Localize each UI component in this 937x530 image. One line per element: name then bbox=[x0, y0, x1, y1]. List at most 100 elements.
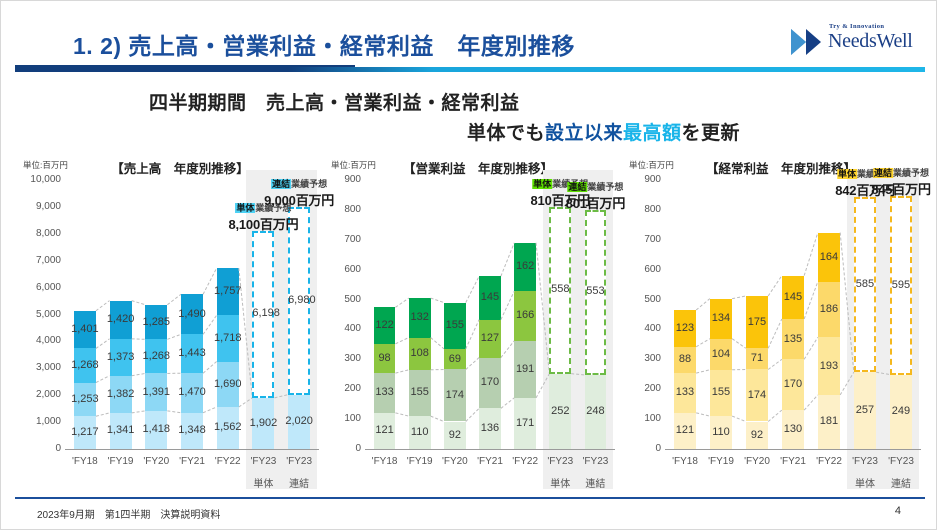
subtitle-line-2: 単体でも設立以来最高額を更新 bbox=[467, 118, 740, 145]
y-axis-tick-label: 9,000 bbox=[35, 200, 61, 212]
annotation-line-1: 連結業績予想 bbox=[264, 177, 334, 190]
x-axis-line bbox=[65, 449, 319, 450]
bar-value-label: 170 bbox=[480, 376, 500, 389]
annotation-value: 810百万円 bbox=[530, 192, 591, 208]
bar-segment: 145 bbox=[479, 276, 501, 320]
chart-unit-label: 単位:百万円 bbox=[331, 160, 376, 170]
bar-segment: 257 bbox=[853, 372, 877, 449]
x-axis-tick-label: 'FY23 bbox=[286, 456, 313, 467]
annotation-value: 801百万円 bbox=[565, 195, 626, 211]
bar-value-label: 127 bbox=[480, 332, 500, 345]
bar-segment: 1,382 bbox=[107, 375, 134, 413]
x-axis-sub-label: 連結 bbox=[289, 479, 310, 490]
y-axis-tick-label: 100 bbox=[344, 413, 361, 425]
bar-value-label: 123 bbox=[675, 321, 695, 334]
subtitle-line-1: 四半期期間 売上高・営業利益・経常利益 bbox=[149, 93, 520, 114]
bar-segment: 110 bbox=[408, 416, 431, 449]
bar-value-label: 98 bbox=[378, 351, 391, 364]
y-axis-tick-label: 400 bbox=[344, 323, 361, 335]
annotation-label: 業績予想 bbox=[291, 178, 328, 189]
bar-value-label: 174 bbox=[445, 388, 465, 401]
y-axis-tick-label: 700 bbox=[344, 233, 361, 245]
chart-title: 【売上高 年度別推移】 bbox=[111, 162, 249, 176]
annotation-label: 業績予想 bbox=[893, 168, 930, 179]
chart-operating_profit: 単位:百万円 【営業利益 年度別推移】 900 800 700 600 500 400 300 2… bbox=[323, 156, 625, 490]
bar-segment: 1,285 bbox=[143, 304, 170, 340]
x-axis-tick-label: 'FY21 bbox=[477, 456, 503, 467]
bar-segment: 133 bbox=[673, 373, 697, 413]
forecast-dashed-box bbox=[584, 209, 607, 375]
y-axis-tick-label: 8,000 bbox=[35, 227, 61, 239]
bar-value-label: 155 bbox=[410, 386, 429, 399]
bar-value-label: 1,562 bbox=[213, 421, 242, 434]
bar-value-label: 1,470 bbox=[178, 386, 206, 399]
logo-tagline: Try & Innovation bbox=[829, 23, 885, 30]
bar-segment: 171 bbox=[514, 397, 537, 449]
chart-title: 【営業利益 年度別推移】 bbox=[402, 162, 554, 176]
bar-segment: 104 bbox=[709, 338, 733, 370]
bar-value-label: 186 bbox=[819, 302, 839, 315]
bar-value-label: 1,341 bbox=[106, 424, 135, 437]
bar-value-label: 191 bbox=[515, 362, 535, 375]
bar-segment: 71 bbox=[745, 348, 769, 370]
x-axis-tick-label: 'FY19 bbox=[107, 456, 134, 467]
x-axis-tick-label: 'FY23 bbox=[582, 456, 609, 467]
bar-value-label: 1,253 bbox=[71, 392, 99, 405]
annotation-label: 業績予想 bbox=[255, 203, 292, 214]
forecast-annotation: 連結業績予想 845百万円 bbox=[871, 166, 931, 198]
y-axis-tick-label: 300 bbox=[344, 353, 361, 365]
x-axis-sub-label: 連結 bbox=[585, 479, 606, 490]
x-axis-sub-label: 単体 bbox=[253, 479, 274, 490]
bar-value-label: 174 bbox=[747, 388, 767, 401]
x-axis-sub-label: 連結 bbox=[891, 479, 911, 490]
bar-value-label: 132 bbox=[410, 311, 429, 324]
forecast-value-label: 595 bbox=[891, 278, 911, 291]
y-axis-tick-label: 0 bbox=[55, 443, 61, 454]
bar-value-label: 121 bbox=[675, 424, 695, 437]
bar-value-label: 130 bbox=[783, 423, 803, 436]
bar-segment: 175 bbox=[745, 295, 769, 349]
y-axis-tick-label: 500 bbox=[644, 293, 661, 305]
subtitle-part-b: 設立以来 bbox=[545, 123, 624, 144]
y-axis-tick-label: 500 bbox=[344, 293, 361, 305]
forecast-value-label: 553 bbox=[586, 285, 605, 298]
subtitle-part-a: 単体でも bbox=[467, 123, 546, 144]
bar-segment: 88 bbox=[673, 346, 697, 374]
bar-segment: 92 bbox=[443, 421, 466, 449]
bar-value-label: 1,757 bbox=[213, 285, 242, 298]
x-axis-tick-label: 'FY19 bbox=[406, 456, 433, 467]
bar-value-label: 88 bbox=[678, 353, 692, 366]
bar-segment: 121 bbox=[673, 412, 697, 449]
bar-value-label: 248 bbox=[586, 405, 605, 418]
company-logo: Try & Innovation NeedsWell bbox=[789, 23, 929, 61]
bar-value-label: 69 bbox=[448, 352, 461, 365]
x-axis-sub-label: 単体 bbox=[855, 479, 875, 490]
bar-segment: 181 bbox=[817, 394, 841, 449]
bar-segment: 134 bbox=[709, 298, 733, 339]
x-axis-sub-label: 単体 bbox=[550, 479, 571, 490]
bar-value-label: 1,902 bbox=[249, 416, 278, 429]
bar-segment: 1,420 bbox=[107, 300, 134, 339]
y-axis-tick-label: 200 bbox=[644, 383, 661, 395]
x-axis-tick-label: 'FY22 bbox=[214, 456, 241, 467]
bar-value-label: 1,373 bbox=[106, 350, 135, 363]
bar-segment: 98 bbox=[373, 343, 396, 374]
bar-segment: 1,562 bbox=[213, 406, 242, 449]
y-axis-tick-label: 6,000 bbox=[35, 281, 61, 293]
bar-value-label: 171 bbox=[515, 416, 535, 429]
bar-segment: 1,718 bbox=[214, 315, 241, 362]
bar-value-label: 1,285 bbox=[142, 315, 171, 328]
x-axis-line bbox=[365, 449, 615, 450]
forecast-value-label: 6,198 bbox=[252, 307, 280, 320]
bar-segment: 108 bbox=[408, 337, 431, 370]
bar-segment: 170 bbox=[479, 357, 501, 409]
y-axis-tick-label: 600 bbox=[344, 263, 361, 275]
chart-sales: 単位:百万円 【売上高 年度別推移】 10,000 9,000 8,000 7,000 6,… bbox=[15, 156, 334, 490]
annotation-badge: 連結 bbox=[872, 168, 893, 179]
bar-value-label: 92 bbox=[750, 428, 764, 441]
bar-value-label: 166 bbox=[515, 309, 535, 322]
bar-segment: 123 bbox=[673, 310, 697, 347]
bar-segment: 1,341 bbox=[106, 412, 135, 449]
bar-value-label: 1,268 bbox=[142, 349, 171, 362]
